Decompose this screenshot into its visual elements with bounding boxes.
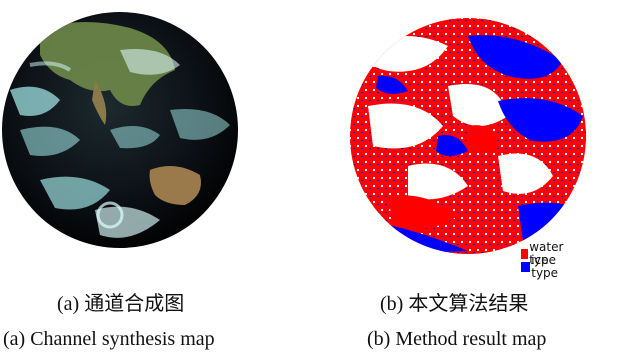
caption-b-chinese: (b) 本文算法结果 xyxy=(380,293,529,315)
caption-a-chinese: (a) 通道合成图 xyxy=(57,293,185,315)
caption-b-english: (b) Method result map xyxy=(367,328,547,350)
ice-swatch xyxy=(521,261,531,272)
legend-label-ice: ice type xyxy=(531,252,559,280)
legend: water type ice type xyxy=(521,240,568,279)
legend-label-water: water type xyxy=(529,239,564,267)
channel-synthesis-globe xyxy=(2,12,238,248)
caption-a-english: (a) Channel synthesis map xyxy=(3,328,215,350)
method-result-globe xyxy=(350,18,586,254)
legend-item-ice: ice type xyxy=(521,253,568,279)
water-swatch xyxy=(521,248,529,259)
legend-item-water: water type xyxy=(521,240,568,266)
